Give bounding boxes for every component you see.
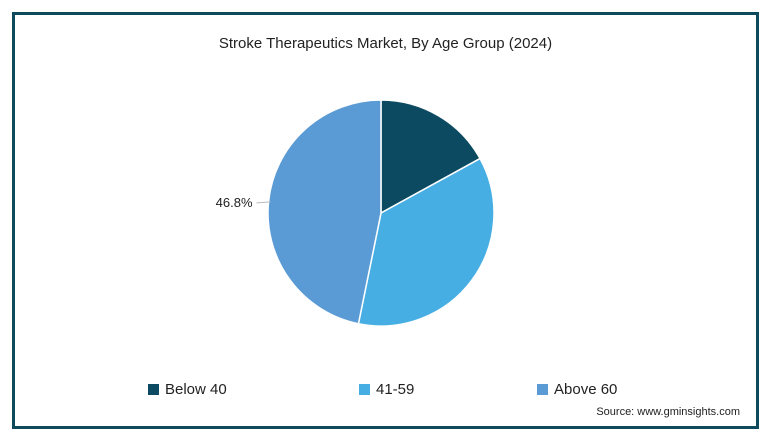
- chart-title: Stroke Therapeutics Market, By Age Group…: [218, 35, 553, 52]
- legend-swatch-41-59: [359, 384, 370, 395]
- legend-item-above-60: Above 60: [537, 381, 617, 398]
- legend-swatch-below-40: [148, 384, 159, 395]
- pie-slice-above-60: [267, 99, 382, 325]
- chart-frame: Stroke Therapeutics Market, By Age Group…: [12, 12, 759, 429]
- legend: Below 40 41-59 Above 60: [15, 381, 756, 401]
- legend-label-41-59: 41-59: [376, 381, 415, 398]
- data-label-above-60: 46.8%: [216, 195, 253, 210]
- legend-label-below-40: Below 40: [165, 381, 227, 398]
- source-note: Source: www.gminsights.com: [596, 406, 740, 418]
- legend-item-41-59: 41-59: [359, 381, 414, 398]
- data-label-leader: [256, 201, 271, 204]
- legend-label-above-60: Above 60: [554, 381, 618, 398]
- pie-chart: 46.8%: [216, 99, 495, 327]
- legend-item-below-40: Below 40: [148, 381, 227, 398]
- pie-slice-41-59: [357, 157, 495, 327]
- pie-slice-below-40: [380, 99, 482, 215]
- legend-swatch-above-60: [537, 384, 548, 395]
